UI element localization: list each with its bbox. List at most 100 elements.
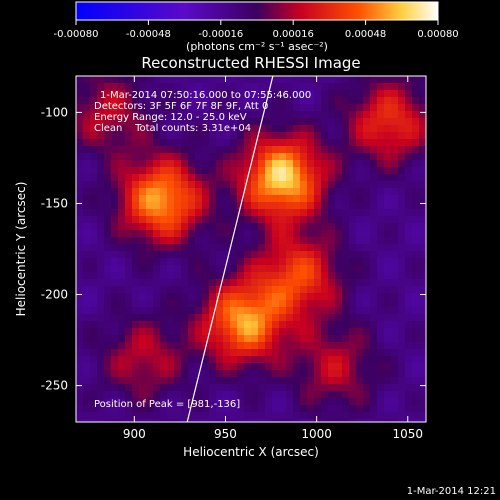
heatmap-cell [328,237,336,245]
heatmap-cell [258,251,266,259]
heatmap-cell [286,104,294,112]
heatmap-cell [307,132,315,140]
heatmap-cell [90,76,98,84]
heatmap-cell [125,293,133,301]
heatmap-cell [97,146,105,154]
heatmap-cell [230,174,238,182]
heatmap-cell [377,202,385,210]
heatmap-cell [195,76,203,84]
heatmap-cell [223,405,231,413]
heatmap-cell [111,279,119,287]
heatmap-cell [153,216,161,224]
heatmap-cell [230,405,238,413]
heatmap-cell [230,244,238,252]
heatmap-cell [314,349,322,357]
heatmap-cell [125,272,133,280]
heatmap-cell [377,118,385,126]
heatmap-cell [377,111,385,119]
heatmap-cell [146,377,154,385]
heatmap-cell [90,104,98,112]
heatmap-cell [90,293,98,301]
heatmap-cell [286,230,294,238]
heatmap-cell [174,251,182,259]
heatmap-cell [272,265,280,273]
heatmap-cell [132,132,140,140]
heatmap-cell [132,195,140,203]
heatmap-cell [188,174,196,182]
heatmap-cell [363,125,371,133]
heatmap-cell [370,216,378,224]
heatmap-cell [90,83,98,91]
heatmap-cell [405,181,413,189]
heatmap-cell [83,286,91,294]
heatmap-cell [321,391,329,399]
heatmap-cell [328,314,336,322]
heatmap-cell [118,321,126,329]
heatmap-cell [398,391,406,399]
heatmap-cell [118,146,126,154]
heatmap-cell [160,97,168,105]
heatmap-cell [188,104,196,112]
heatmap-cell [118,412,126,420]
heatmap-cell [83,258,91,266]
heatmap-cell [230,419,238,422]
heatmap-cell [307,258,315,266]
heatmap-cell [209,153,217,161]
heatmap-cell [104,307,112,315]
heatmap-cell [258,223,266,231]
heatmap-cell [167,76,175,84]
heatmap-cell [314,167,322,175]
heatmap-cell [265,230,273,238]
heatmap-cell [76,377,84,385]
heatmap-cell [125,405,133,413]
heatmap-cell [125,307,133,315]
heatmap-cell [384,244,392,252]
heatmap-cell [209,97,217,105]
heatmap-cell [335,139,343,147]
heatmap-cell [160,265,168,273]
heatmap-cell [209,293,217,301]
heatmap-cell [104,139,112,147]
heatmap-cell [391,104,399,112]
heatmap-cell [258,419,266,422]
heatmap-cell [286,181,294,189]
heatmap-cell [153,237,161,245]
heatmap-cell [335,328,343,336]
heatmap-cell [118,398,126,406]
heatmap-cell [328,370,336,378]
heatmap-cell [244,181,252,189]
heatmap-cell [412,412,420,420]
heatmap-cell [321,132,329,140]
heatmap-cell [272,279,280,287]
heatmap-cell [356,321,364,329]
heatmap-cell [251,230,259,238]
heatmap-cell [391,139,399,147]
heatmap-cell [167,216,175,224]
heatmap-cell [405,167,413,175]
heatmap-cell [76,272,84,280]
heatmap-cell [104,146,112,154]
heatmap-cell [209,286,217,294]
heatmap-cell [97,293,105,301]
heatmap-cell [125,125,133,133]
heatmap-cell [272,90,280,98]
heatmap-cell [188,328,196,336]
heatmap-cell [377,153,385,161]
heatmap-cell [272,321,280,329]
heatmap-cell [230,258,238,266]
heatmap-cell [258,125,266,133]
heatmap-cell [384,118,392,126]
heatmap-cell [153,251,161,259]
heatmap-cell [405,279,413,287]
heatmap-cell [132,237,140,245]
heatmap-cell [202,202,210,210]
heatmap-cell [202,174,210,182]
heatmap-cell [370,412,378,420]
heatmap-cell [286,132,294,140]
heatmap-cell [251,272,259,280]
heatmap-cell [342,258,350,266]
heatmap-cell [195,328,203,336]
heatmap-cell [83,342,91,350]
heatmap-cell [328,167,336,175]
x-tick-label: 900 [123,427,146,441]
